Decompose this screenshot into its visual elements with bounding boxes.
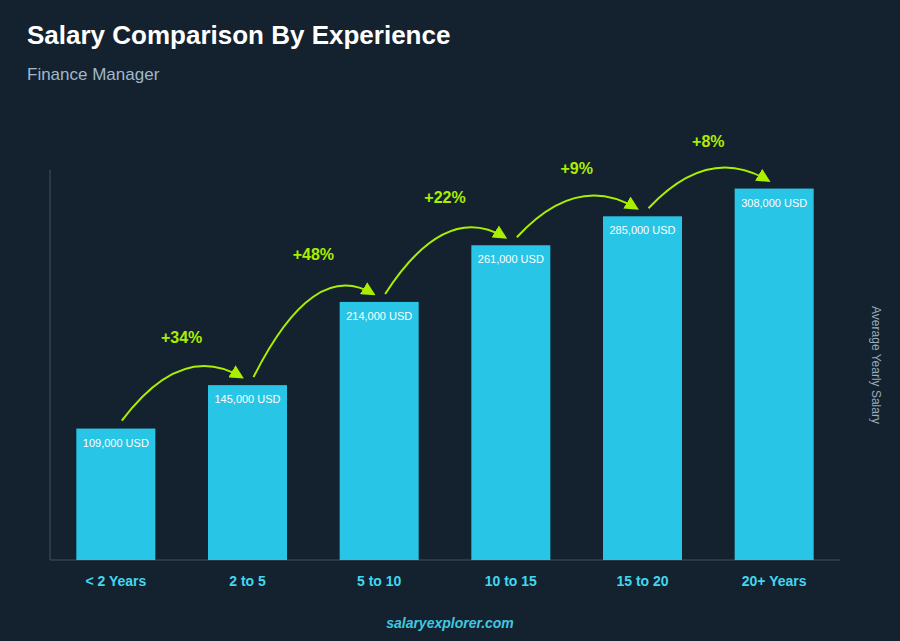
change-label: +9% xyxy=(560,160,592,177)
bar xyxy=(340,302,419,560)
background xyxy=(0,0,900,641)
x-tick-label: 20+ Years xyxy=(742,573,807,589)
bar xyxy=(735,189,814,560)
change-arrow xyxy=(254,286,374,378)
bar xyxy=(603,216,682,560)
bar xyxy=(208,385,287,560)
x-axis-line xyxy=(50,560,840,561)
x-tick-label: 5 to 10 xyxy=(357,573,402,589)
bars xyxy=(76,189,813,560)
value-label: 261,000 USD xyxy=(478,253,544,265)
x-tick-label: 15 to 20 xyxy=(616,573,668,589)
bar xyxy=(471,245,550,560)
change-arrow xyxy=(385,227,505,294)
subtitle: Finance Manager xyxy=(27,65,160,84)
change-label: +34% xyxy=(161,329,202,346)
change-arrow xyxy=(122,366,242,421)
bar xyxy=(76,429,155,560)
value-label: 109,000 USD xyxy=(83,437,149,449)
y-axis-line xyxy=(50,170,51,560)
title: Salary Comparison By Experience xyxy=(27,20,450,50)
source: salaryexplorer.com xyxy=(386,615,514,631)
value-label: 308,000 USD xyxy=(741,197,807,209)
change-label: +48% xyxy=(293,246,334,263)
change-arrow xyxy=(517,195,637,237)
value-label: 285,000 USD xyxy=(609,224,675,236)
value-label: 214,000 USD xyxy=(346,310,412,322)
chart: Salary Comparison By Experience Finance M… xyxy=(0,0,900,641)
y-axis-label: Average Yearly Salary xyxy=(869,306,883,424)
value-label: 145,000 USD xyxy=(214,393,280,405)
change-label: +22% xyxy=(424,189,465,206)
change-label: +8% xyxy=(692,133,724,150)
x-tick-label: < 2 Years xyxy=(85,573,146,589)
x-tick-label: 2 to 5 xyxy=(229,573,266,589)
x-tick-label: 10 to 15 xyxy=(485,573,537,589)
change-arrow xyxy=(649,168,769,209)
